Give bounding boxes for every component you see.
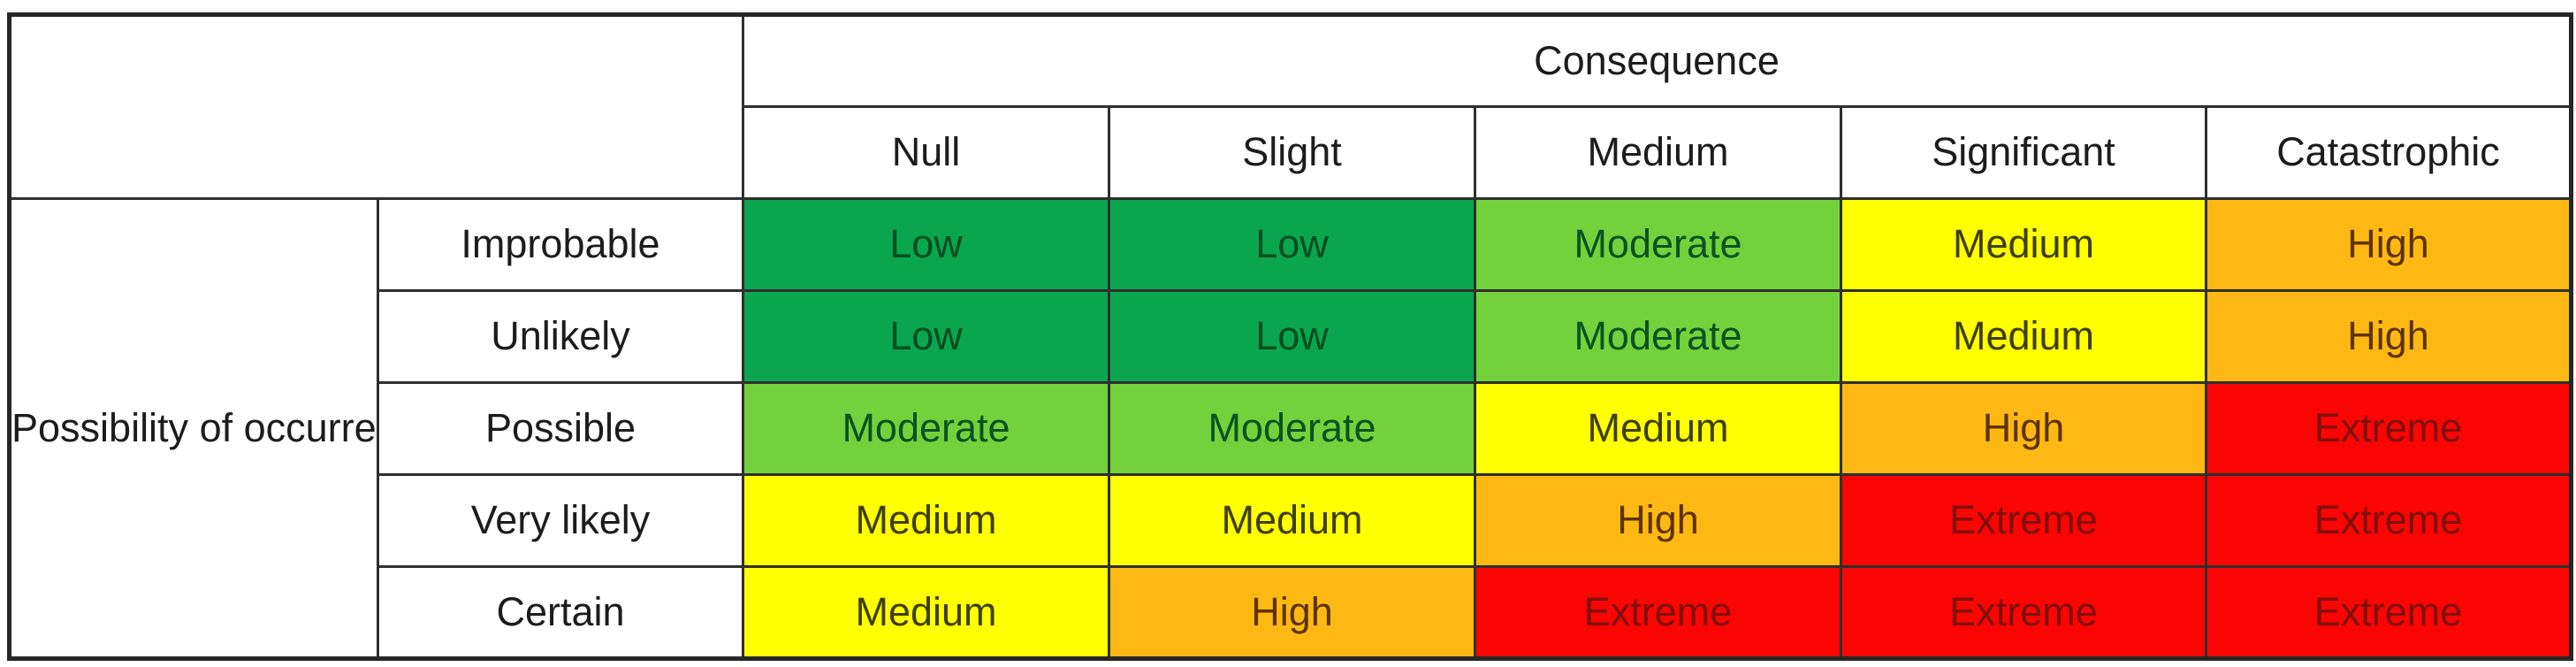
row-header-unlikely: Unlikely: [377, 289, 744, 384]
risk-cell-very-likely-slight: Medium: [1108, 473, 1476, 568]
row-header-certain: Certain: [377, 565, 744, 660]
row-unlikely: Unlikely Low Low Moderate Medium High: [10, 289, 2572, 384]
column-header-null: Null: [742, 105, 1110, 200]
row-possible: Possible Moderate Moderate Medium High E…: [10, 381, 2572, 476]
row-header-improbable: Improbable: [377, 197, 744, 292]
column-headers-row: Null Slight Medium Significant Catastrop…: [10, 105, 2572, 200]
column-header-significant: Significant: [1840, 105, 2207, 200]
row-very-likely: Very likely Medium Medium High Extreme E…: [10, 473, 2572, 568]
risk-cell-certain-catastrophic: Extreme: [2205, 565, 2572, 660]
row-header-very-likely: Very likely: [377, 473, 744, 568]
row-improbable: Possibility of occurrence Improbable Low…: [8, 197, 2572, 660]
risk-cell-unlikely-catastrophic: High: [2205, 289, 2572, 384]
row-certain: Certain Medium High Extreme Extreme Extr…: [10, 565, 2572, 660]
risk-cell-very-likely-significant: Extreme: [1840, 473, 2207, 568]
risk-matrix-table: Consequence Null Slight Medium Significa…: [7, 12, 2573, 661]
column-header-medium: Medium: [1474, 105, 1842, 200]
risk-cell-certain-slight: High: [1108, 565, 1476, 660]
risk-cell-very-likely-null: Medium: [742, 473, 1110, 568]
possibility-group-header: Possibility of occurrence: [8, 197, 379, 660]
consequence-group-header: Consequence: [742, 13, 2572, 108]
risk-cell-unlikely-significant: Medium: [1840, 289, 2207, 384]
risk-cell-possible-significant: High: [1840, 381, 2207, 476]
risk-cell-improbable-catastrophic: High: [2205, 197, 2572, 292]
risk-cell-very-likely-medium: High: [1474, 473, 1842, 568]
risk-cell-improbable-null: Low: [742, 197, 1110, 292]
risk-cell-possible-catastrophic: Extreme: [2205, 381, 2572, 476]
risk-cell-possible-medium: Medium: [1474, 381, 1842, 476]
risk-cell-improbable-significant: Medium: [1840, 197, 2207, 292]
column-header-slight: Slight: [1108, 105, 1476, 200]
risk-cell-certain-significant: Extreme: [1840, 565, 2207, 660]
risk-cell-improbable-medium: Moderate: [1474, 197, 1842, 292]
risk-cell-possible-null: Moderate: [742, 381, 1110, 476]
risk-cell-certain-null: Medium: [742, 565, 1110, 660]
risk-cell-certain-medium: Extreme: [1474, 565, 1842, 660]
corner-empty-cell: [8, 13, 744, 200]
risk-cell-unlikely-slight: Low: [1108, 289, 1476, 384]
row-header-possible: Possible: [377, 381, 744, 476]
column-header-catastrophic: Catastrophic: [2205, 105, 2572, 200]
risk-cell-very-likely-catastrophic: Extreme: [2205, 473, 2572, 568]
risk-cell-unlikely-medium: Moderate: [1474, 289, 1842, 384]
risk-cell-possible-slight: Moderate: [1108, 381, 1476, 476]
risk-cell-unlikely-null: Low: [742, 289, 1110, 384]
risk-cell-improbable-slight: Low: [1108, 197, 1476, 292]
consequence-row: Consequence: [8, 13, 2572, 200]
